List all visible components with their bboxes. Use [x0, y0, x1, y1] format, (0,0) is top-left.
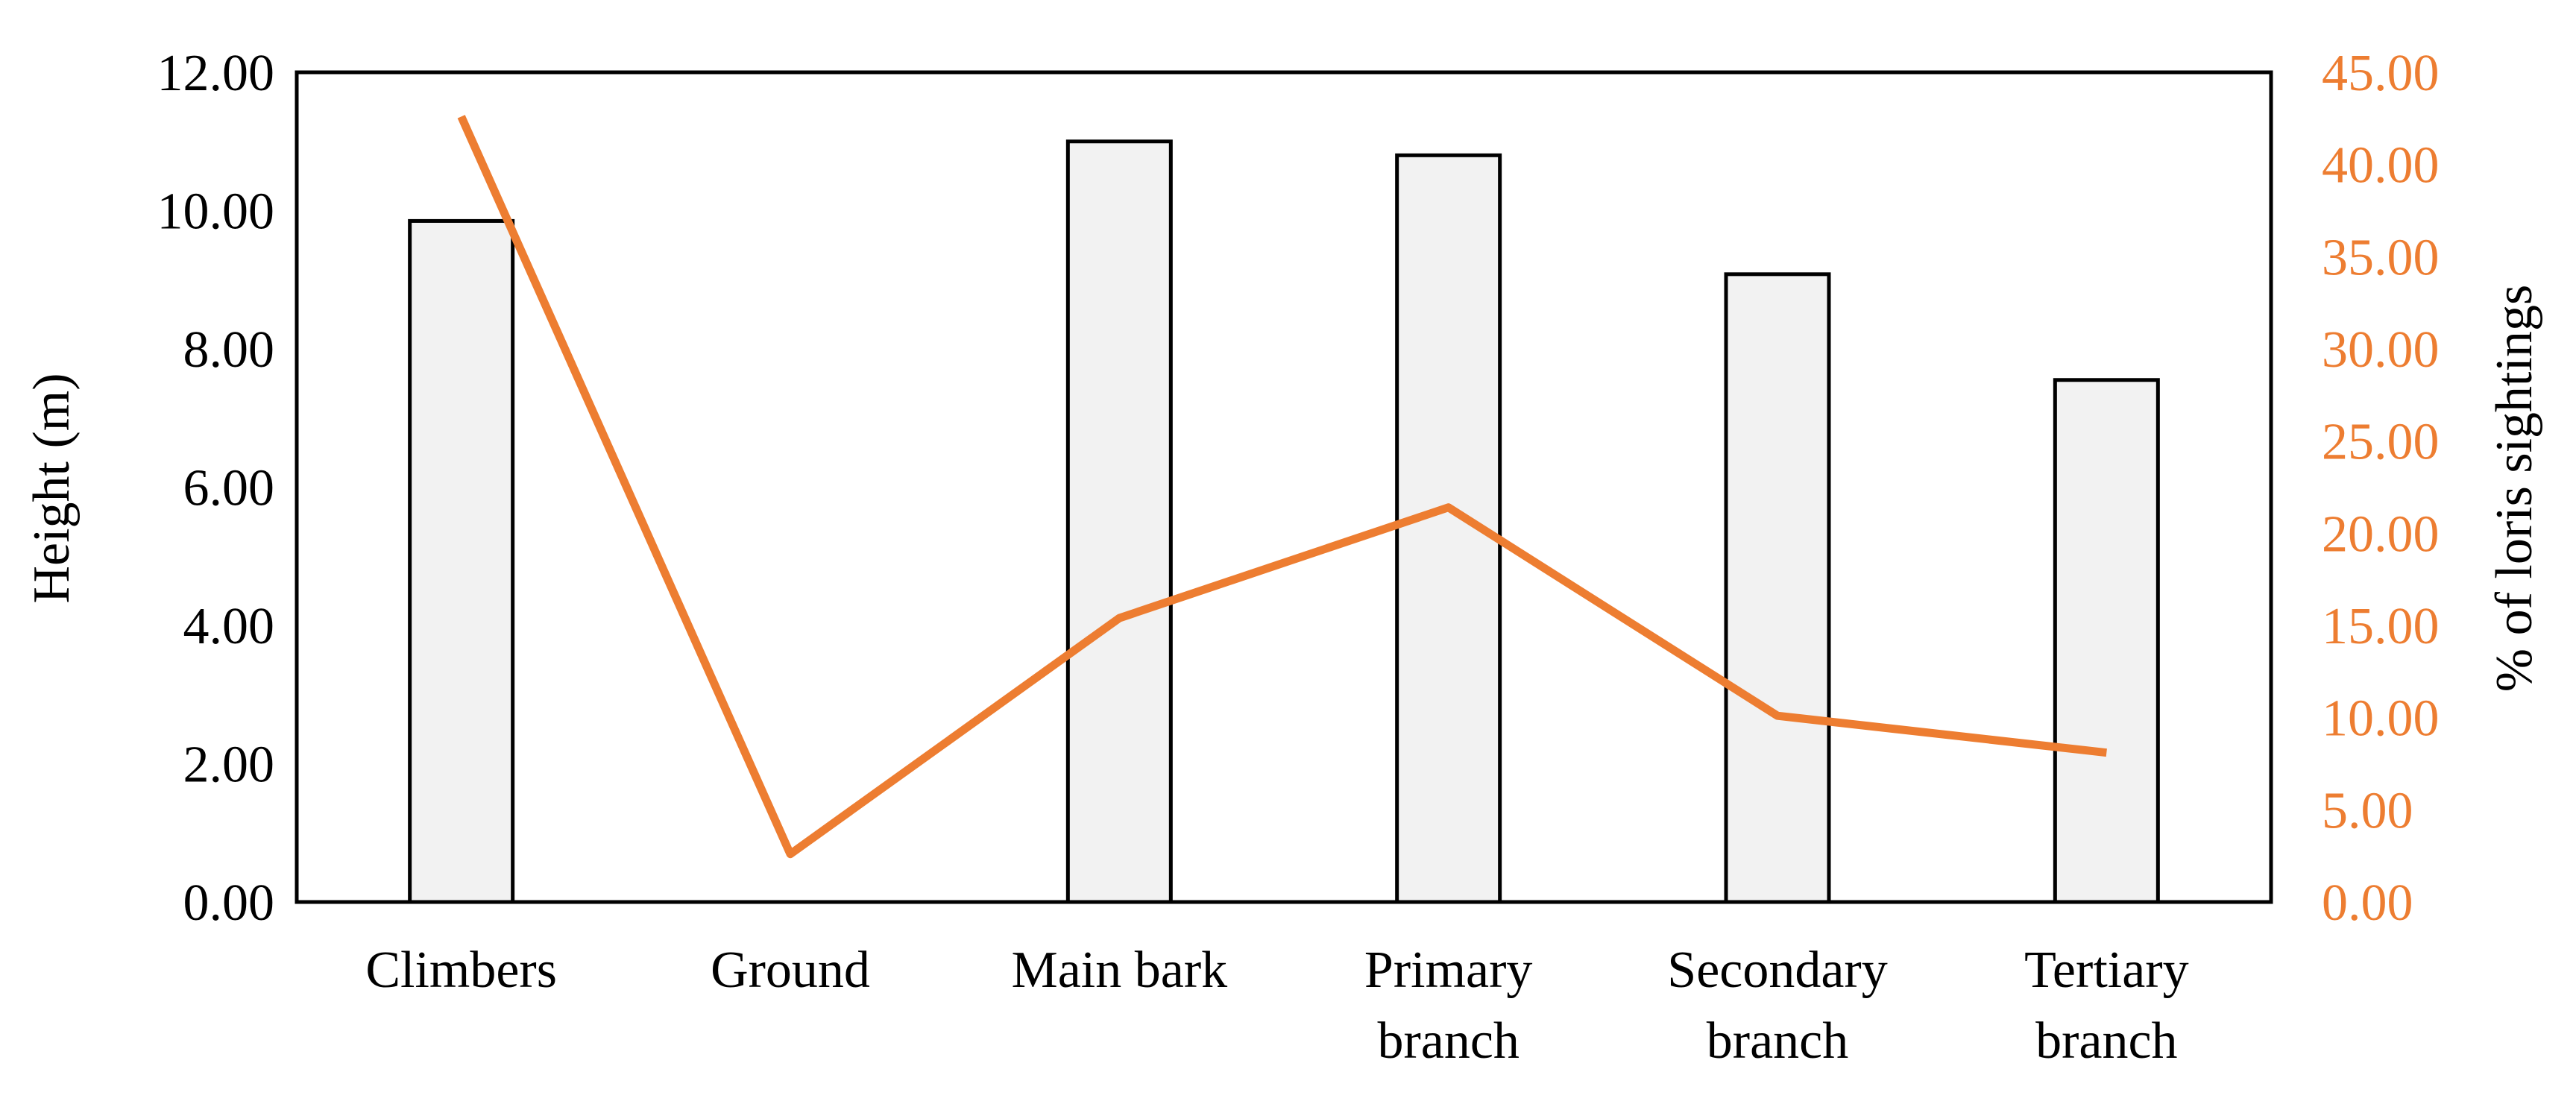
x-tick-label: Primary: [1364, 942, 1533, 999]
right-tick-label: 15.00: [2322, 598, 2440, 655]
right-tick-label: 25.00: [2322, 414, 2440, 471]
x-tick-label: branch: [2035, 1012, 2177, 1070]
left-tick-label: 10.00: [157, 183, 275, 241]
right-tick-label: 35.00: [2322, 229, 2440, 286]
right-tick-label: 45.00: [2322, 45, 2440, 102]
x-tick-label: Main bark: [1012, 942, 1228, 999]
bar: [1724, 272, 1831, 904]
x-tick-label: Climbers: [365, 942, 557, 999]
x-tick-label: branch: [1377, 1012, 1519, 1070]
line-series: [457, 115, 2107, 859]
right-tick-label: 20.00: [2322, 505, 2440, 563]
left-tick-label: 2.00: [183, 737, 275, 794]
bar: [408, 218, 515, 904]
left-tick-label: 4.00: [183, 598, 275, 655]
right-tick-label: 40.00: [2322, 137, 2440, 195]
bar: [2053, 378, 2160, 904]
right-tick-label: 0.00: [2322, 874, 2413, 932]
x-tick-label: branch: [1707, 1012, 1848, 1070]
left-tick-label: 8.00: [183, 321, 275, 379]
left-tick-label: 6.00: [183, 460, 275, 517]
right-tick-label: 10.00: [2322, 690, 2440, 748]
right-tick-label: 5.00: [2322, 782, 2413, 839]
plot-frame: [295, 70, 2273, 904]
left-axis-ticks: 0.00 2.00 4.00 6.00 8.00 10.00 12.00: [157, 45, 275, 932]
x-tick-label: Ground: [711, 942, 870, 999]
x-tick-label: Secondary: [1667, 942, 1887, 999]
right-tick-label: 30.00: [2322, 321, 2440, 379]
x-axis-labels: Climbers Ground Main bark Primary branch Seco…: [365, 942, 2188, 1070]
y2-axis-title: % of loris sightings: [2486, 285, 2543, 692]
line-path: [457, 115, 2107, 859]
left-tick-label: 12.00: [157, 45, 275, 102]
right-axis-ticks: 0.00 5.00 10.00 15.00 20.00 25.00 30.00 35.00 40…: [2322, 45, 2440, 932]
x-tick-label: Tertiary: [2024, 942, 2189, 999]
left-tick-label: 0.00: [183, 874, 275, 932]
y-axis-title: Height (m): [23, 373, 81, 603]
bar: [1065, 139, 1173, 904]
bar-series: [408, 139, 2160, 904]
